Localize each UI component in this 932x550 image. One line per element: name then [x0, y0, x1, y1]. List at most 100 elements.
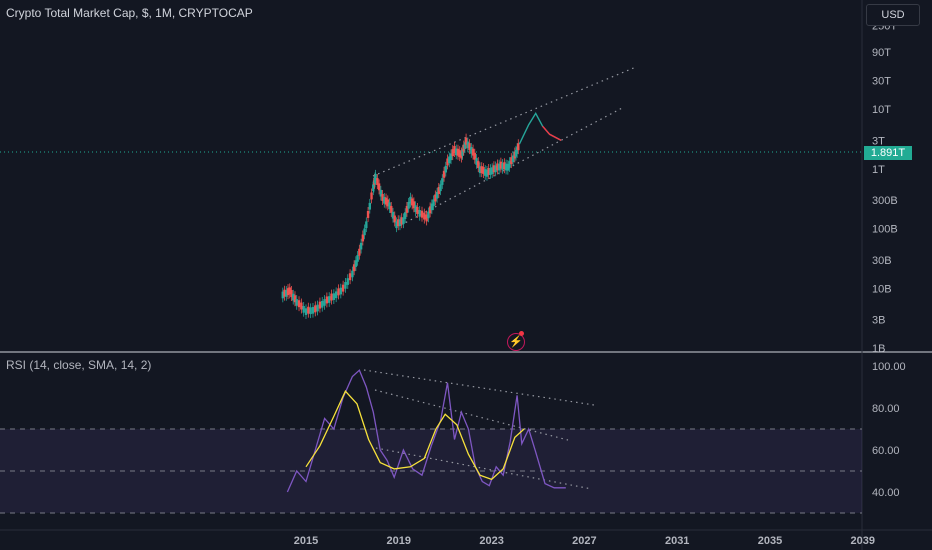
candle: [354, 260, 358, 267]
price-tick-label: 90T: [872, 47, 891, 59]
candle: [384, 197, 388, 205]
time-tick-label: 2027: [572, 535, 596, 547]
time-tick-label: 2023: [479, 535, 503, 547]
candle: [461, 149, 464, 156]
time-tick-label: 2019: [387, 535, 411, 547]
price-series: [281, 112, 562, 320]
candle: [409, 196, 412, 204]
candle: [444, 165, 447, 173]
candle: [300, 302, 303, 310]
candle: [400, 217, 403, 225]
candle: [351, 270, 354, 278]
candle: [356, 255, 359, 262]
candle: [372, 181, 376, 189]
candle: [318, 301, 322, 309]
candle: [283, 289, 286, 297]
candle: [485, 170, 489, 177]
candle: [377, 183, 381, 191]
candle: [358, 248, 361, 256]
candle: [464, 137, 468, 145]
candle: [494, 165, 497, 173]
candle: [376, 178, 379, 185]
candle: [446, 158, 449, 166]
candle: [499, 161, 503, 169]
time-tick-label: 2035: [758, 535, 782, 547]
candle: [448, 156, 451, 164]
trend-channels: [363, 66, 637, 490]
rsi-title: RSI (14, close, SMA, 14, 2): [6, 358, 152, 372]
candle: [471, 148, 475, 156]
candle: [381, 194, 384, 201]
rsi-tick-label: 100.00: [872, 361, 906, 373]
candle: [423, 212, 426, 220]
price-tick-label: 10T: [872, 104, 891, 116]
candle: [393, 215, 396, 223]
candle: [506, 163, 510, 171]
candle: [363, 228, 366, 236]
rsi-line: [286, 369, 566, 493]
candle: [449, 153, 453, 161]
candle: [361, 234, 365, 242]
candle: [477, 161, 480, 169]
candle: [316, 304, 319, 312]
price-tick-label: 10B: [872, 283, 892, 295]
projection-down-line: [542, 125, 562, 142]
rsi-tick-label: 60.00: [872, 445, 900, 457]
price-tick-label: 1B: [872, 343, 885, 355]
time-tick-label: 2039: [851, 535, 875, 547]
candle: [463, 142, 467, 149]
candle: [295, 299, 298, 306]
candle: [434, 194, 437, 202]
candle: [484, 169, 487, 176]
currency-button[interactable]: USD: [866, 4, 920, 26]
candle: [297, 300, 301, 308]
candle: [458, 150, 461, 158]
candle: [366, 210, 370, 218]
candle: [344, 282, 347, 289]
candle: [407, 201, 410, 209]
candle: [451, 149, 454, 157]
candle: [501, 163, 504, 170]
candle: [332, 293, 336, 300]
rsi-trend-line-mid: [374, 389, 569, 441]
candle: [325, 296, 329, 304]
lightning-icon[interactable]: ⚡: [507, 333, 525, 351]
candle: [339, 287, 342, 295]
chart-title: Crypto Total Market Cap, $, 1M, CRYPTOCA…: [6, 6, 253, 20]
candle: [397, 219, 400, 227]
candle: [482, 167, 485, 175]
candle: [323, 299, 326, 306]
candle: [510, 157, 513, 165]
price-tick-label: 30B: [872, 255, 892, 267]
candle: [402, 217, 405, 225]
candle: [374, 173, 377, 181]
candle: [430, 203, 434, 211]
candle: [442, 170, 446, 178]
candle: [517, 143, 520, 151]
candle: [285, 290, 288, 297]
candle: [334, 291, 338, 299]
candle: [410, 198, 414, 206]
candle: [418, 210, 421, 217]
candle: [439, 184, 442, 192]
price-tick-label: 3B: [872, 315, 885, 327]
candle: [293, 295, 297, 303]
candle: [412, 201, 416, 209]
candle: [348, 273, 352, 281]
channel-upper-line: [372, 66, 637, 177]
current-value-badge: 1.891T: [864, 146, 912, 160]
candle: [346, 278, 349, 285]
candle: [427, 211, 430, 219]
candle: [359, 242, 363, 250]
rsi-tick-label: 40.00: [872, 487, 900, 499]
candle: [497, 163, 501, 171]
candle: [435, 191, 439, 199]
candle: [511, 155, 515, 163]
candle: [453, 146, 456, 153]
candle: [395, 221, 398, 229]
candle: [383, 196, 386, 204]
candle: [352, 264, 356, 272]
